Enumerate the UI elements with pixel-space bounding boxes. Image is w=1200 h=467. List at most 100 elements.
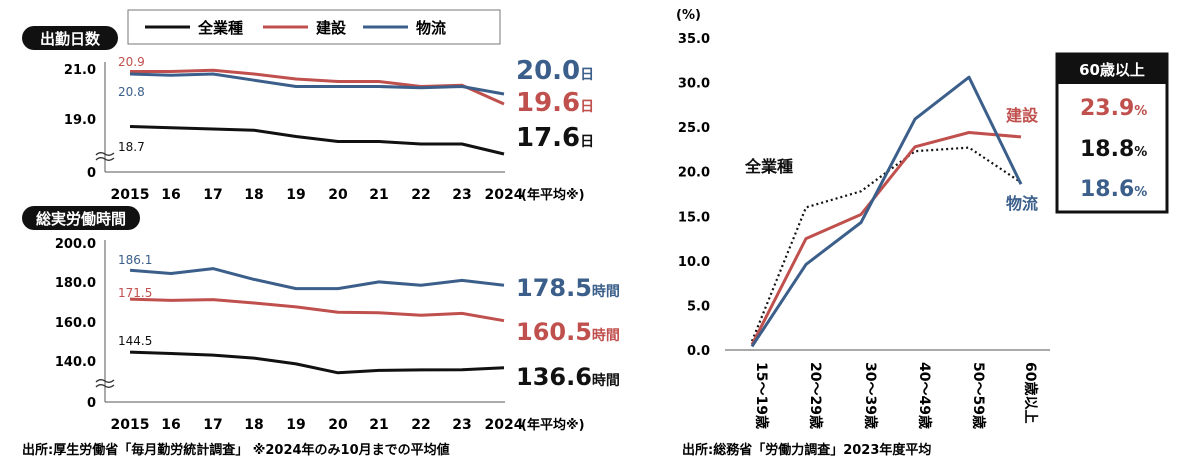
- axis-break-days: [95, 152, 115, 161]
- y-unit: (%): [676, 8, 701, 23]
- axis-break-hours: [95, 379, 115, 388]
- start-label-days-logistics: 20.8: [118, 85, 145, 99]
- svg-text:136.6時間: 136.6時間: [516, 363, 620, 391]
- end-value: 178.5: [516, 274, 592, 302]
- source-right: 出所:総務省「労働力調査」2023年度平均: [682, 442, 931, 458]
- svg-text:160.5時間: 160.5時間: [516, 318, 620, 346]
- chart-age-distribution: (%) 0.0 5.0 10.0 15.0 20.0 25.0 30.0 35.0 15〜19…: [676, 8, 1169, 429]
- series-label-all: 全業種: [744, 157, 793, 176]
- age-ytick: 5.0: [687, 299, 710, 314]
- age-xtick: 20〜29歳: [807, 362, 824, 429]
- days-line-logistics: [129, 72, 505, 96]
- title-badge-hours: [22, 206, 140, 230]
- age-xtick: 60歳以上: [1022, 362, 1039, 423]
- series-label-logistics: 物流: [1006, 194, 1038, 213]
- box-value: 23.9: [1080, 96, 1134, 121]
- days-xtick: 19: [286, 187, 305, 203]
- title-hours: 総実労働時間: [36, 210, 126, 228]
- end-unit: 時間: [592, 372, 620, 389]
- hours-xtick: 21: [369, 417, 388, 433]
- box-row-construction: 23.9%: [1080, 96, 1147, 121]
- end-label-days-all: 17.6日: [516, 123, 594, 153]
- ytick-days-19: 19.0: [64, 113, 96, 128]
- x-suffix-hours: (年平均※): [521, 417, 585, 433]
- series-label-construction: 建設: [1006, 106, 1039, 125]
- age-ytick: 10.0: [678, 255, 710, 270]
- days-xtick: 17: [203, 187, 222, 203]
- hours-xtick: 20: [328, 417, 348, 433]
- start-label-hours-logistics: 186.1: [118, 253, 152, 267]
- age-ytick: 20.0: [678, 166, 710, 181]
- box-header: [1057, 54, 1167, 84]
- end-unit: 日: [580, 134, 594, 150]
- hours-xtick: 18: [244, 417, 263, 433]
- box-unit: %: [1134, 104, 1147, 119]
- days-xtick: 2015: [111, 187, 150, 203]
- end-value: 19.6: [516, 88, 580, 118]
- hours-line-construction: [129, 297, 505, 323]
- age-xtick: 30〜39歳: [862, 362, 879, 429]
- box-title: 60歳以上: [1079, 61, 1145, 79]
- svg-text:19.6日: 19.6日: [516, 88, 594, 118]
- legend-label-all: 全業種: [197, 19, 243, 37]
- days-xtick: 23: [452, 187, 471, 203]
- svg-text:17.6日: 17.6日: [516, 123, 594, 153]
- hours-xtick: 2015: [111, 417, 150, 433]
- age-line-logistics: [750, 75, 1023, 348]
- age-ytick: 15.0: [678, 210, 710, 225]
- end-value: 136.6: [516, 363, 592, 391]
- hours-xtick: 2024: [485, 417, 524, 433]
- title-days: 出勤日数: [40, 30, 101, 48]
- age-60-plus-box: 60歳以上 23.9% 18.8% 18.6%: [1055, 52, 1169, 214]
- days-xtick: 20: [328, 187, 348, 203]
- days-xtick: 18: [244, 187, 263, 203]
- age-ytick: 30.0: [678, 77, 710, 92]
- chart-working-hours: 総実労働時間 200.0 180.0 160.0 140.0 0 2015 16 1…: [22, 206, 620, 433]
- start-label-hours-all: 144.5: [118, 334, 152, 348]
- start-label-days-construction: 20.9: [118, 55, 145, 69]
- ytick-hours-200: 200.0: [55, 237, 96, 252]
- age-ytick: 25.0: [678, 121, 710, 136]
- end-label-days-logistics: 20.0日: [516, 56, 594, 86]
- end-label-hours-logistics: 178.5時間: [516, 274, 620, 302]
- hours-xtick: 17: [203, 417, 222, 433]
- hours-xtick: 16: [161, 417, 180, 433]
- ytick-hours-0: 0: [87, 396, 96, 411]
- ytick-days-0: 0: [87, 166, 96, 181]
- end-label-hours-all: 136.6時間: [516, 363, 620, 391]
- box-row-all: 18.8%: [1080, 137, 1147, 162]
- end-value: 160.5: [516, 318, 592, 346]
- source-left: 出所:厚生労働省「毎月勤労統計調査」 ※2024年のみ10月までの平均値: [22, 442, 450, 458]
- title-badge-days: [22, 26, 118, 50]
- days-xtick: 22: [411, 187, 430, 203]
- start-label-days-all: 18.7: [118, 140, 145, 154]
- hours-line-logistics: [129, 267, 505, 291]
- ytick-hours-140: 140.0: [55, 355, 96, 370]
- age-ytick: 0.0: [687, 344, 710, 359]
- svg-text:20.0日: 20.0日: [516, 56, 594, 86]
- box-value: 18.6: [1080, 177, 1134, 202]
- age-ytick: 35.0: [678, 32, 710, 47]
- ytick-days-21: 21.0: [64, 63, 96, 78]
- end-unit: 日: [580, 99, 594, 115]
- box-row-logistics: 18.6%: [1080, 177, 1147, 202]
- age-xtick: 40〜49歳: [916, 362, 933, 429]
- hours-line-all: [129, 350, 505, 375]
- start-label-hours-construction: 171.5: [118, 286, 152, 300]
- x-suffix-days: (年平均※): [521, 187, 585, 203]
- age-xtick: 15〜19歳: [753, 362, 770, 429]
- box-unit: %: [1134, 185, 1147, 200]
- hours-xtick: 22: [411, 417, 430, 433]
- ytick-hours-160: 160.0: [55, 316, 96, 331]
- ytick-hours-180: 180.0: [55, 276, 96, 291]
- end-label-hours-construction: 160.5時間: [516, 318, 620, 346]
- days-xtick: 16: [161, 187, 180, 203]
- days-xtick: 2024: [485, 187, 524, 203]
- end-unit: 時間: [592, 327, 620, 344]
- hours-xtick: 19: [286, 417, 305, 433]
- end-unit: 日: [580, 67, 594, 83]
- end-label-days-construction: 19.6日: [516, 88, 594, 118]
- age-xtick: 50〜59歳: [970, 362, 987, 429]
- end-value: 20.0: [516, 56, 580, 86]
